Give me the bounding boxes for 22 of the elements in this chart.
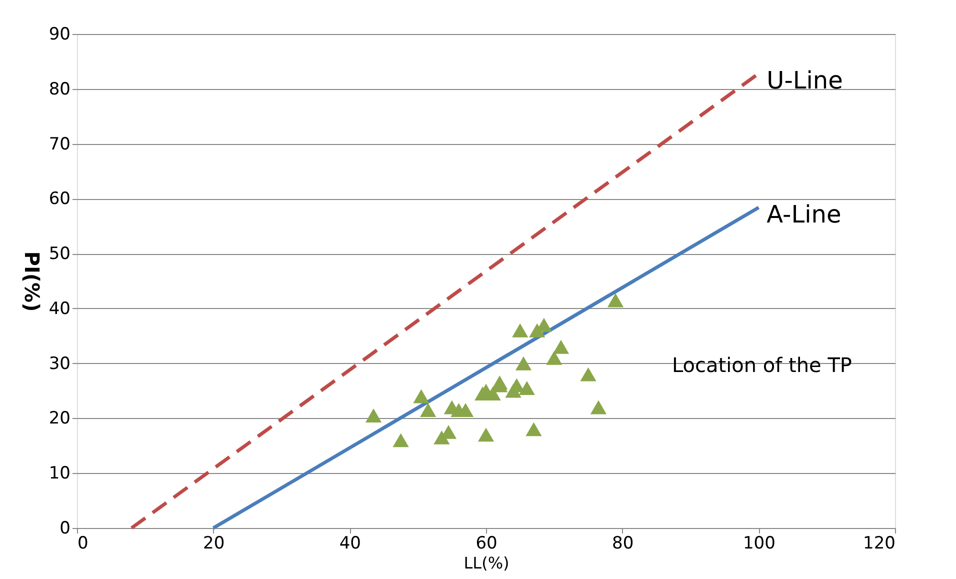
y-tick-label: 0 [60,518,70,538]
x-tick-label: 0 [78,534,88,554]
y-tick-label: 70 [48,134,70,154]
x-tick-label: 120 [863,534,896,554]
y-tick-label: 50 [48,244,70,264]
x-tick-label: 80 [612,534,634,554]
annotation: Location of the TP [672,353,852,377]
series-label: U-Line [766,66,843,95]
x-tick-label: 100 [742,534,776,554]
x-tick-label: 40 [339,534,361,554]
y-tick-label: 90 [48,24,70,44]
y-tick-label: 10 [48,464,70,484]
x-axis-title: LL(%) [464,554,510,572]
y-tick-label: 40 [48,298,70,319]
y-tick-label: 30 [48,354,70,374]
y-axis-title: PI(%) [20,251,44,312]
y-tick-label: 60 [48,189,70,210]
x-tick-label: 60 [476,534,498,554]
y-tick-label: 80 [48,79,70,100]
series-label: A-Line [766,200,842,228]
x-tick-label: 20 [203,534,225,554]
y-tick-label: 20 [48,408,70,429]
